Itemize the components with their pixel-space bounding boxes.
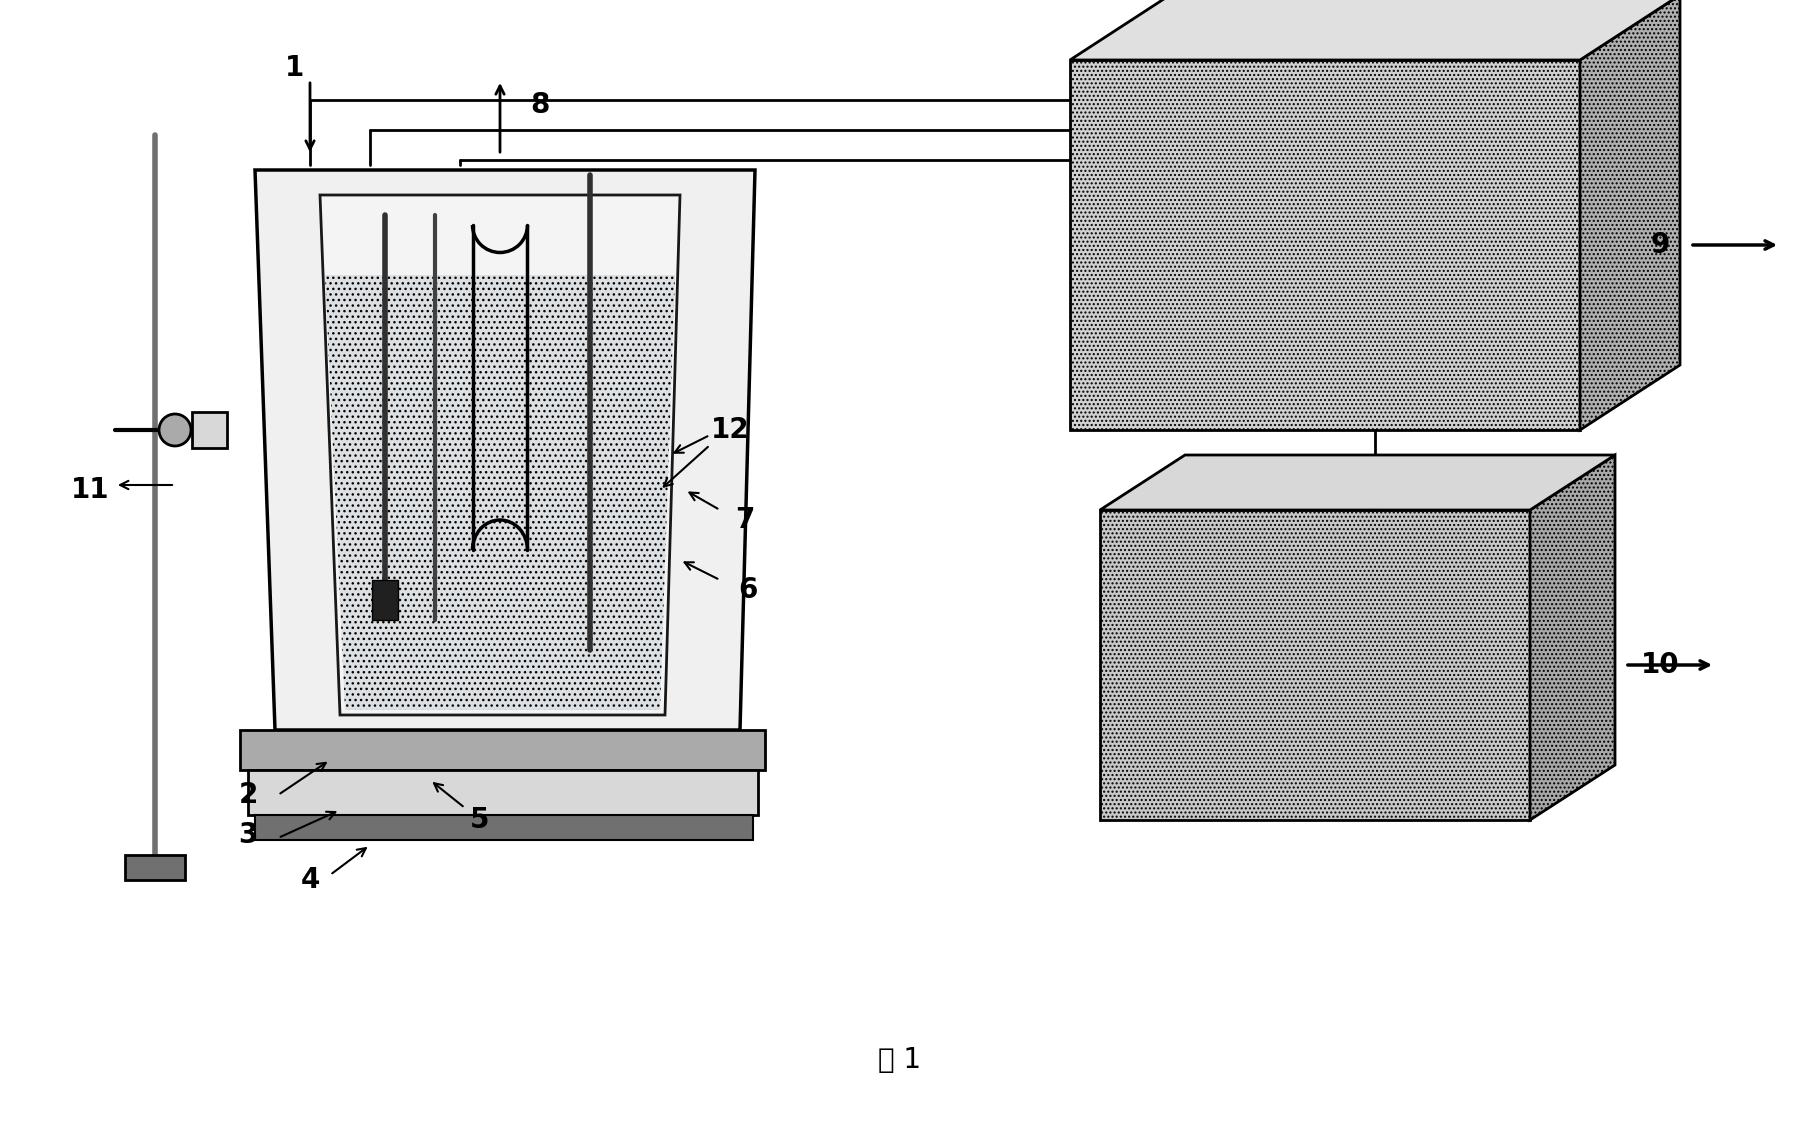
Bar [248,770,758,815]
Text: 12: 12 [711,416,749,444]
Polygon shape [1100,455,1615,510]
Polygon shape [1069,61,1580,430]
Polygon shape [1100,510,1530,819]
Polygon shape [124,855,185,880]
Text: 5: 5 [470,806,490,834]
Text: 10: 10 [1640,651,1679,679]
Text: 3: 3 [238,821,257,849]
Polygon shape [259,180,751,725]
Polygon shape [256,170,754,730]
Text: 6: 6 [738,576,758,604]
Polygon shape [1580,0,1679,430]
Bar [373,580,398,620]
Text: 4: 4 [301,867,320,895]
Polygon shape [1069,0,1679,61]
Polygon shape [326,275,675,710]
Polygon shape [1530,455,1615,819]
Text: 1: 1 [286,54,304,82]
Text: 9: 9 [1651,231,1670,259]
Bar [193,413,227,448]
Circle shape [158,414,191,446]
Polygon shape [320,195,680,715]
Text: 2: 2 [238,781,257,809]
Text: 7: 7 [736,506,754,534]
Bar [239,730,765,770]
Bar [256,815,752,840]
Text: 图 1: 图 1 [878,1046,922,1074]
Text: 11: 11 [70,476,110,504]
Text: 8: 8 [531,91,549,119]
